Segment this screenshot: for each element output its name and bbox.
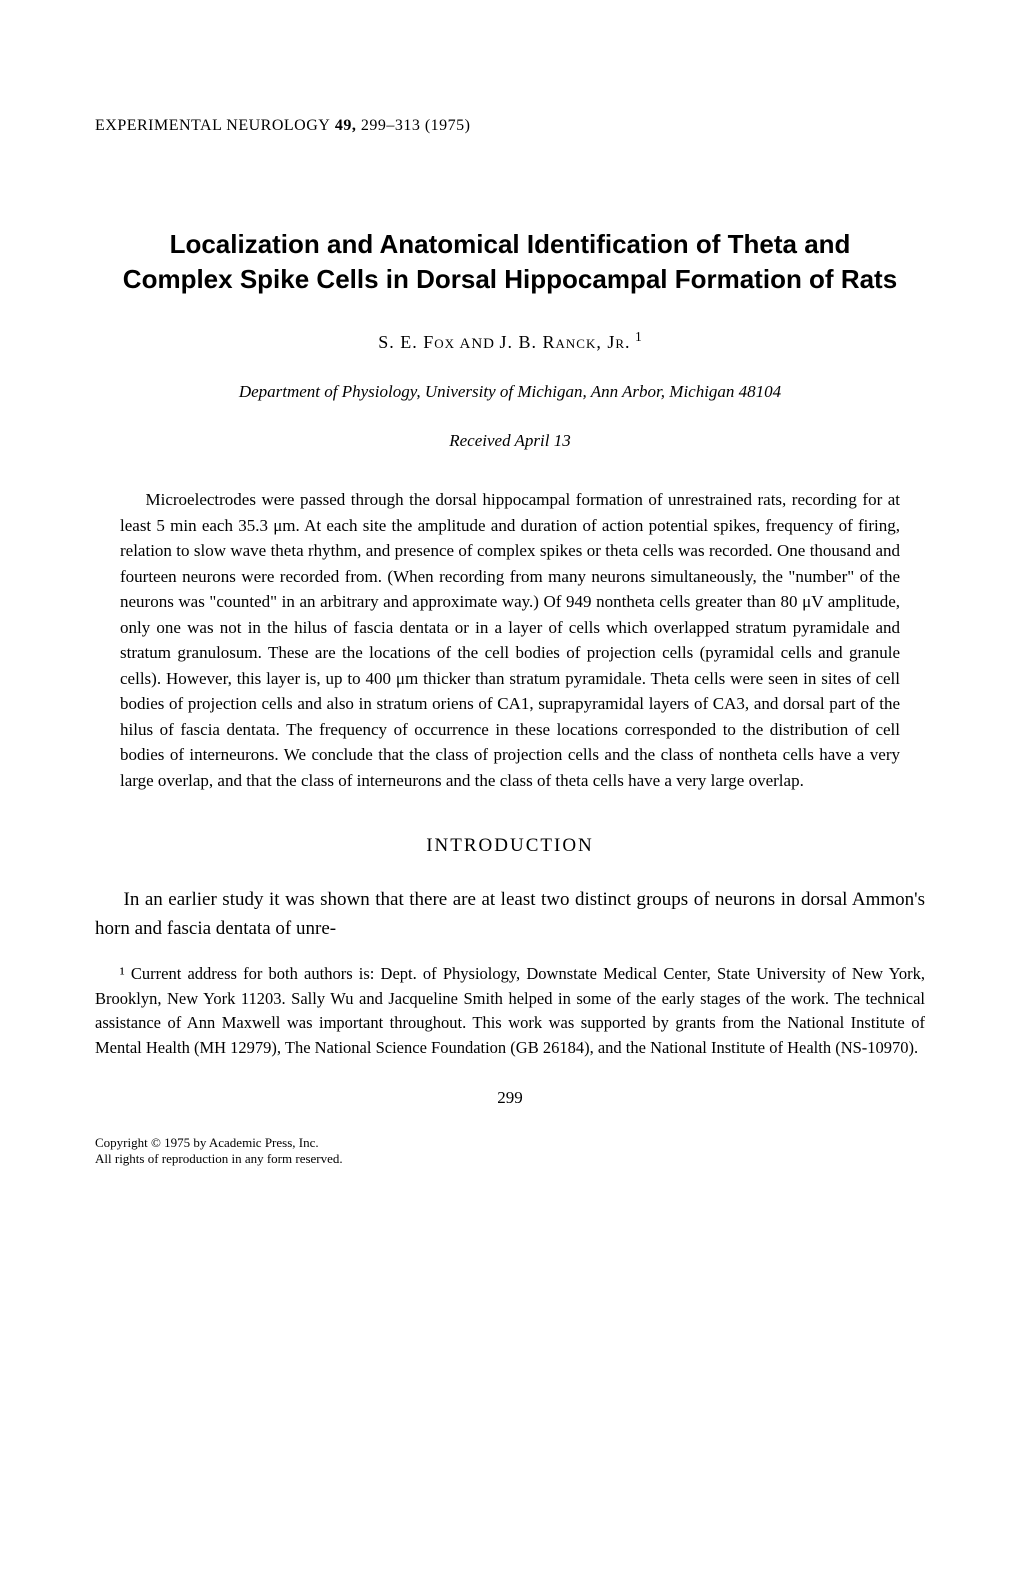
section-heading-introduction: INTRODUCTION — [95, 833, 925, 860]
article-title: Localization and Anatomical Identificati… — [115, 227, 905, 297]
footnote: ¹ Current address for both authors is: D… — [95, 962, 925, 1061]
copyright: Copyright © 1975 by Academic Press, Inc.… — [95, 1135, 925, 1168]
pages-year: 299–313 (1975) — [361, 117, 471, 134]
volume-number: 49, — [335, 117, 357, 134]
page-number: 299 — [95, 1086, 925, 1110]
authors: S. E. Fox AND J. B. Ranck, Jr. 1 — [95, 328, 925, 355]
received-date: Received April 13 — [95, 429, 925, 453]
copyright-line-2: All rights of reproduction in any form r… — [95, 1151, 925, 1167]
copyright-line-1: Copyright © 1975 by Academic Press, Inc. — [95, 1135, 925, 1151]
abstract: Microelectrodes were passed through the … — [120, 487, 900, 793]
journal-name: EXPERIMENTAL NEUROLOGY — [95, 117, 330, 134]
running-header: EXPERIMENTAL NEUROLOGY 49, 299–313 (1975… — [95, 115, 925, 137]
body-paragraph: In an earlier study it was shown that th… — [95, 885, 925, 944]
affiliation: Department of Physiology, University of … — [95, 380, 925, 404]
